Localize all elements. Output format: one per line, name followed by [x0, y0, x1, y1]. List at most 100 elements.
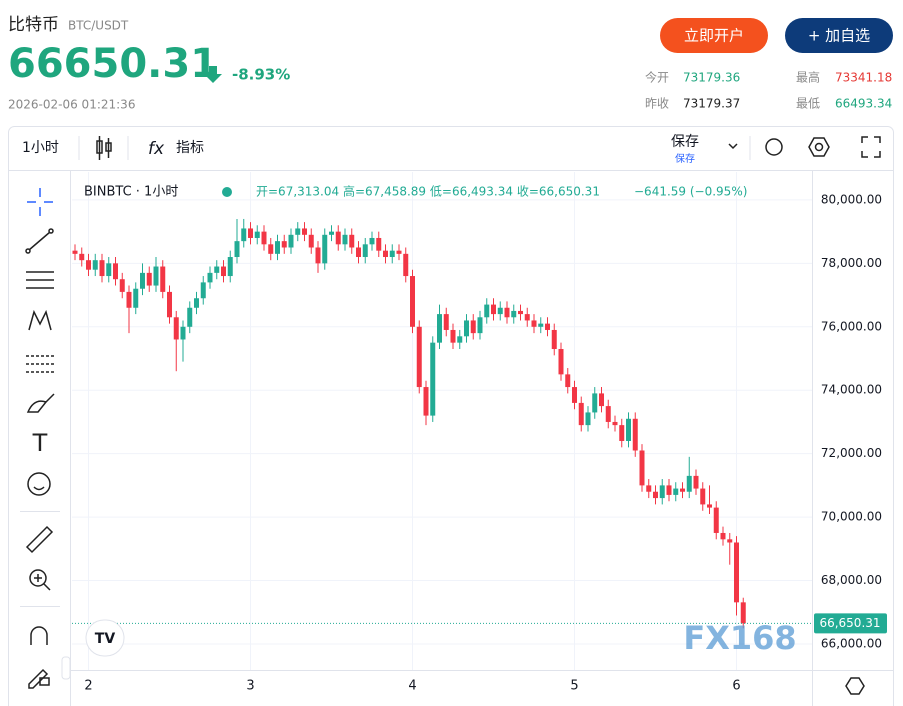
candle-body — [153, 266, 159, 286]
interval[interactable]: 1小时 — [22, 140, 59, 156]
collapse-handle[interactable] — [61, 656, 71, 680]
stat-label: 今开 — [645, 70, 669, 85]
cross-tool[interactable] — [27, 188, 53, 216]
candle-body — [200, 282, 206, 299]
indicators[interactable]: 指标 — [176, 140, 204, 156]
candle-body — [254, 231, 260, 238]
candle-body — [734, 542, 739, 603]
candle-body — [275, 241, 280, 254]
y-tick-label: 78,000.00 — [821, 256, 882, 270]
candle-body — [565, 374, 571, 388]
line-tool[interactable] — [25, 228, 54, 254]
settings-dot — [814, 142, 824, 152]
candle-body — [491, 304, 496, 315]
fib-tool[interactable] — [26, 271, 54, 289]
candle-body — [349, 234, 355, 248]
coin-name: 比特币 — [8, 15, 59, 35]
candle-body — [248, 228, 253, 238]
candle-body — [518, 310, 523, 315]
candle-body — [99, 260, 105, 277]
open-account-label[interactable]: 立即开户 — [684, 27, 744, 45]
stat-value: 73341.18 — [835, 71, 892, 85]
open-account-button[interactable] — [660, 18, 768, 53]
candle-body — [700, 488, 706, 505]
down-arrow — [204, 66, 222, 83]
axis-settings[interactable] — [845, 677, 865, 695]
candle-body — [592, 393, 598, 413]
candle-body — [207, 272, 213, 283]
candle-body — [680, 488, 685, 492]
candle-body — [227, 257, 233, 277]
y-tick-label: 74,000.00 — [821, 383, 882, 397]
candle-body — [673, 488, 679, 495]
datetime: 2026-02-06 01:21:36 — [8, 98, 135, 112]
fx-icon[interactable]: fx — [148, 139, 165, 159]
candle-body — [666, 485, 672, 495]
candle-body — [403, 253, 409, 277]
add-watch-label[interactable]: + 加自选 — [808, 27, 870, 45]
watermark: FX168 — [683, 619, 796, 657]
candle-body — [383, 250, 388, 258]
candle-body — [295, 228, 301, 235]
candle-body — [585, 412, 591, 426]
candle-body — [315, 247, 321, 264]
dropdown[interactable] — [728, 143, 738, 150]
zoom-tool[interactable] — [29, 569, 51, 591]
candle-body — [342, 234, 348, 245]
save[interactable]: 保存 — [671, 134, 699, 150]
candle-body — [356, 247, 361, 258]
candle-body — [113, 263, 118, 280]
pattern-tool[interactable] — [28, 309, 52, 331]
candle-body — [241, 228, 247, 242]
candle-body — [511, 310, 517, 318]
candle-body — [646, 485, 652, 492]
emoji-tool[interactable] — [27, 472, 51, 496]
candle-body — [686, 475, 692, 492]
status-dot — [222, 187, 232, 197]
stat-value: 73179.36 — [683, 71, 740, 85]
candle-body — [140, 272, 145, 289]
candle-body — [443, 314, 449, 330]
candle-body — [416, 326, 422, 388]
candle-body — [430, 342, 436, 416]
stat-label: 最低 — [796, 97, 820, 111]
candle-body — [551, 329, 557, 349]
price: 66650.31 — [8, 41, 218, 87]
text-tool[interactable]: T — [32, 429, 48, 457]
candle-icon[interactable] — [96, 136, 112, 160]
y-tick-label: 68,000.00 — [821, 573, 882, 587]
settings-icon[interactable] — [808, 137, 830, 157]
last-price-tag — [814, 613, 887, 634]
snapshot-icon[interactable] — [765, 138, 783, 156]
legend-change: −641.59 (−0.95%) — [634, 185, 747, 199]
candle-body — [558, 348, 564, 375]
candle-body — [376, 237, 382, 251]
magnet-tool[interactable] — [30, 626, 48, 645]
candle-body — [194, 298, 199, 308]
add-watch-button[interactable] — [785, 18, 893, 53]
candle-body — [626, 418, 631, 441]
y-tick-label: 70,000.00 — [821, 510, 882, 524]
candle-body — [437, 314, 442, 343]
candle-body — [180, 326, 186, 340]
candle-body — [133, 288, 139, 308]
fullscreen-icon[interactable] — [861, 136, 881, 158]
candle-body — [531, 320, 537, 327]
stat-value: 66493.34 — [835, 97, 892, 111]
lock-draw-tool[interactable] — [28, 668, 50, 689]
ruler-tool[interactable] — [25, 525, 54, 554]
candle-body — [484, 304, 490, 318]
candle-body — [720, 532, 726, 540]
brush-tool[interactable] — [26, 393, 55, 413]
candle-body — [410, 276, 415, 327]
legend-symbol: BINBTC · 1小时 — [84, 185, 178, 200]
candle-body — [221, 266, 226, 277]
tv-logo[interactable] — [85, 619, 125, 657]
candle-body — [167, 291, 172, 318]
candle-body — [713, 507, 719, 533]
candle-body — [322, 234, 328, 264]
pair: BTC/USDT — [68, 19, 129, 33]
y-tick-label: 76,000.00 — [821, 319, 882, 333]
candle-body — [86, 260, 91, 270]
